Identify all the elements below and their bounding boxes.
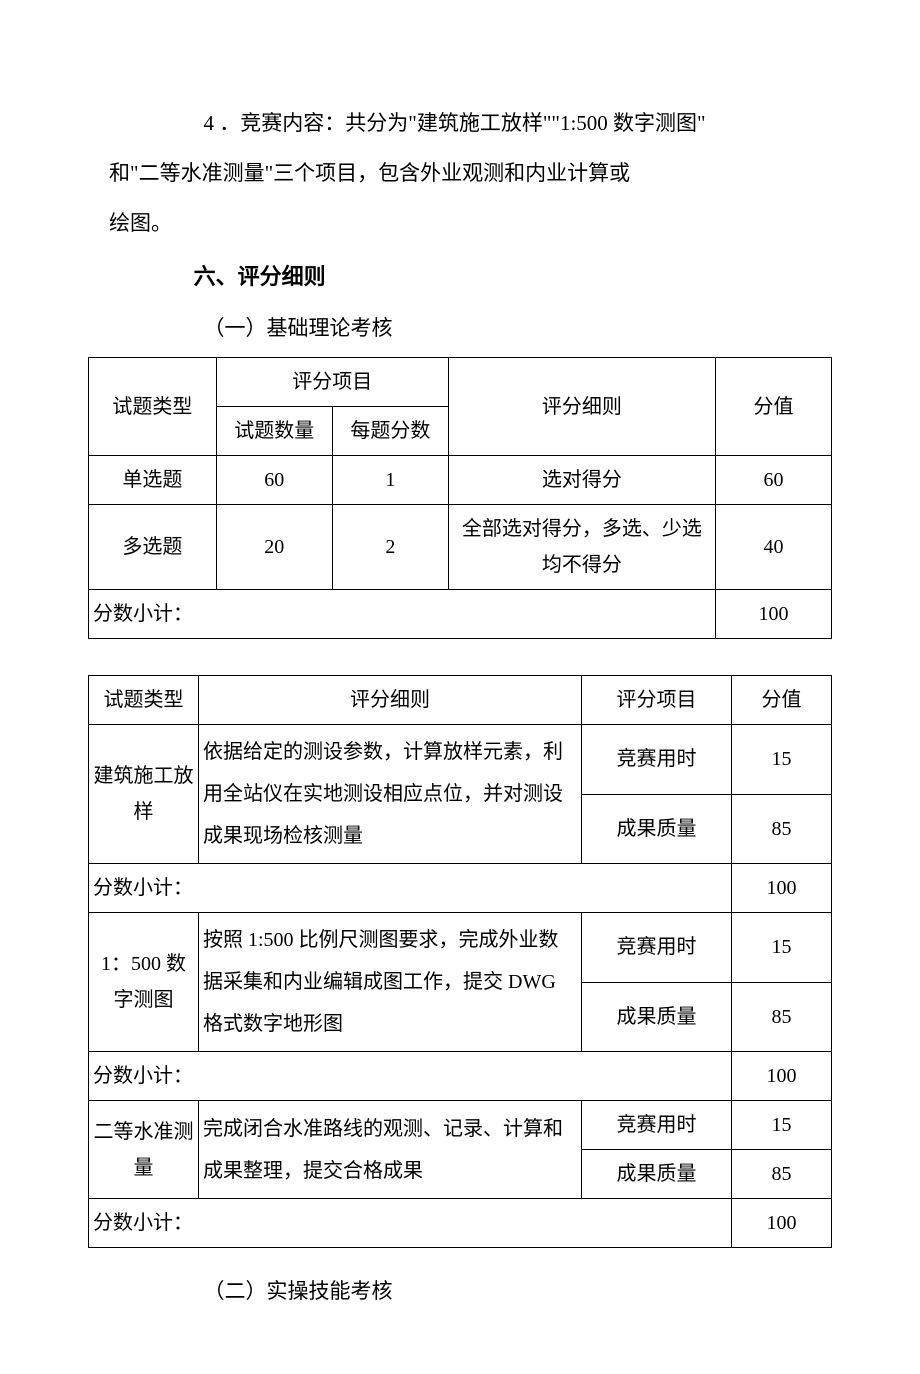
table-row: 1：500 数字测图 按照 1:500 比例尺测图要求，完成外业数据采集和内业编…: [89, 913, 832, 983]
subtotal-value: 100: [715, 590, 831, 639]
cell-score: 15: [732, 913, 832, 983]
cell-item: 竞赛用时: [582, 1101, 732, 1150]
th-rule: 评分细则: [199, 676, 582, 725]
cell-item: 竞赛用时: [582, 913, 732, 983]
subtotal-label: 分数小计：: [89, 1199, 732, 1248]
cell-qty: 20: [216, 505, 332, 590]
paragraph-1: 4 ．竞赛内容：共分为"建筑施工放样""1:500 数字测图": [88, 100, 832, 146]
table-row: 试题类型 评分项目 评分细则 分值: [89, 358, 832, 407]
table-row-subtotal: 分数小计： 100: [89, 590, 832, 639]
th-score: 分值: [732, 676, 832, 725]
paragraph-3: 绘图。: [88, 200, 832, 246]
document-page: 4 ．竞赛内容：共分为"建筑施工放样""1:500 数字测图" 和"二等水准测量…: [0, 0, 920, 1374]
table-practical: 试题类型 评分细则 评分项目 分值 建筑施工放样 依据给定的测设参数，计算放样元…: [88, 675, 832, 1248]
table-row-subtotal: 分数小计： 100: [89, 1052, 832, 1101]
cell-per: 2: [332, 505, 448, 590]
cell-desc: 依据给定的测设参数，计算放样元素，利用全站仪在实地测设相应点位，并对测设成果现场…: [199, 725, 582, 864]
cell-score: 40: [715, 505, 831, 590]
cell-item: 竞赛用时: [582, 725, 732, 795]
cell-item: 成果质量: [582, 982, 732, 1052]
sub-heading-1: （一）基础理论考核: [88, 305, 832, 351]
th-qty: 试题数量: [216, 407, 332, 456]
table-theory: 试题类型 评分项目 评分细则 分值 试题数量 每题分数 单选题 60 1 选对得…: [88, 357, 832, 639]
cell-type: 单选题: [89, 456, 217, 505]
table-row-subtotal: 分数小计： 100: [89, 864, 832, 913]
th-type: 试题类型: [89, 676, 199, 725]
cell-score: 85: [732, 982, 832, 1052]
cell-item: 成果质量: [582, 1150, 732, 1199]
cell-rule: 选对得分: [448, 456, 715, 505]
paragraph-2: 和"二等水准测量"三个项目，包含外业观测和内业计算或: [88, 150, 832, 196]
table-row: 单选题 60 1 选对得分 60: [89, 456, 832, 505]
cell-score: 85: [732, 1150, 832, 1199]
cell-desc: 按照 1:500 比例尺测图要求，完成外业数据采集和内业编辑成图工作，提交 DW…: [199, 913, 582, 1052]
subtotal-value: 100: [732, 1052, 832, 1101]
section-heading: 六、评分细则: [88, 253, 832, 301]
th-score: 分值: [715, 358, 831, 456]
sub-heading-2: （二）实操技能考核: [88, 1268, 832, 1314]
cell-type: 1：500 数字测图: [89, 913, 199, 1052]
table-row: 二等水准测量 完成闭合水准路线的观测、记录、计算和成果整理，提交合格成果 竞赛用…: [89, 1101, 832, 1150]
subtotal-label: 分数小计：: [89, 590, 716, 639]
cell-type: 多选题: [89, 505, 217, 590]
table-row: 建筑施工放样 依据给定的测设参数，计算放样元素，利用全站仪在实地测设相应点位，并…: [89, 725, 832, 795]
cell-type: 建筑施工放样: [89, 725, 199, 864]
cell-desc: 完成闭合水准路线的观测、记录、计算和成果整理，提交合格成果: [199, 1101, 582, 1199]
cell-score: 60: [715, 456, 831, 505]
subtotal-label: 分数小计：: [89, 864, 732, 913]
cell-score: 85: [732, 794, 832, 864]
th-type: 试题类型: [89, 358, 217, 456]
table-row: 试题类型 评分细则 评分项目 分值: [89, 676, 832, 725]
cell-score: 15: [732, 1101, 832, 1150]
cell-rule: 全部选对得分，多选、少选均不得分: [448, 505, 715, 590]
cell-per: 1: [332, 456, 448, 505]
table-row-subtotal: 分数小计： 100: [89, 1199, 832, 1248]
cell-type: 二等水准测量: [89, 1101, 199, 1199]
table-row: 多选题 20 2 全部选对得分，多选、少选均不得分 40: [89, 505, 832, 590]
cell-qty: 60: [216, 456, 332, 505]
th-item: 评分项目: [582, 676, 732, 725]
th-rule: 评分细则: [448, 358, 715, 456]
th-per-score: 每题分数: [332, 407, 448, 456]
th-scoring-item: 评分项目: [216, 358, 448, 407]
cell-score: 15: [732, 725, 832, 795]
subtotal-value: 100: [732, 864, 832, 913]
subtotal-value: 100: [732, 1199, 832, 1248]
cell-item: 成果质量: [582, 794, 732, 864]
subtotal-label: 分数小计：: [89, 1052, 732, 1101]
